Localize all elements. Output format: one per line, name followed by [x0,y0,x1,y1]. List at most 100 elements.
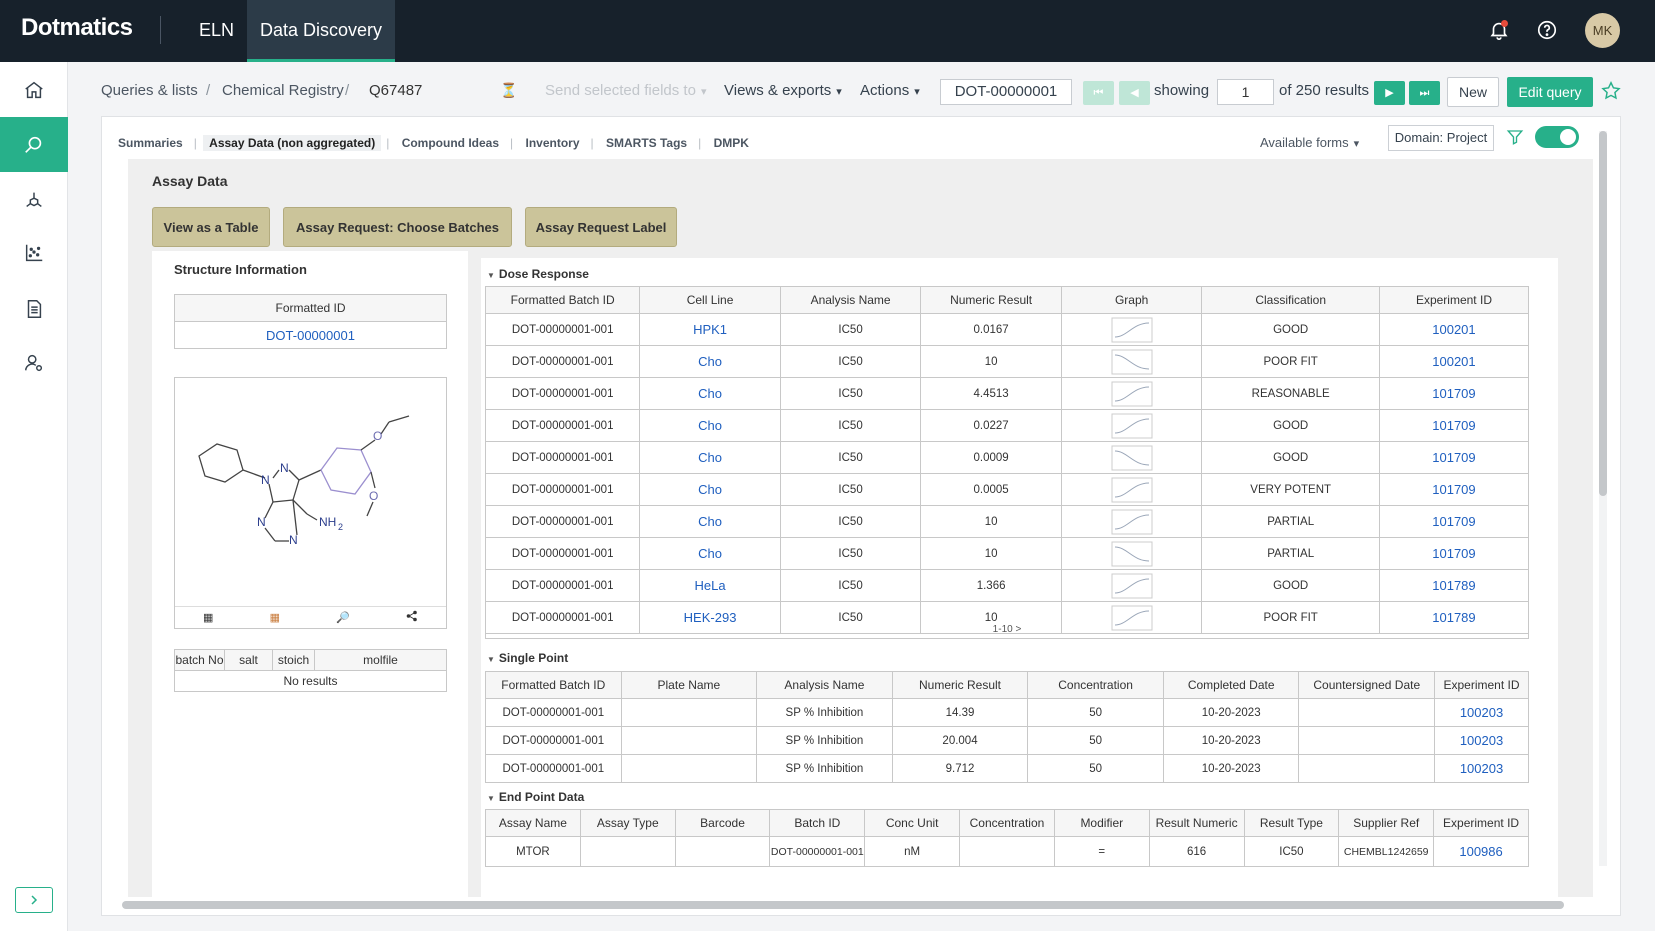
graph-cell[interactable] [1060,569,1203,602]
column-header[interactable]: Result Numeric [1148,809,1245,837]
experiment-id-link[interactable]: 101709 [1378,409,1530,442]
views-exports-menu[interactable]: Views & exports ▾ [724,82,842,99]
dose-response-graph-thumbnail[interactable] [1111,349,1153,375]
last-page-button[interactable]: ⏭ [1409,81,1440,105]
column-header[interactable]: Experiment ID [1434,671,1529,699]
column-header[interactable]: Experiment ID [1433,809,1529,837]
column-header[interactable]: Plate Name [620,671,758,699]
dose-response-section-header[interactable]: ▼ Dose Response [487,267,589,281]
graph-cell[interactable] [1060,409,1203,442]
dose-response-graph-thumbnail[interactable] [1111,477,1153,503]
help-icon[interactable] [1536,19,1558,41]
page-number-input[interactable]: 1 [1217,79,1274,105]
tab-inventory[interactable]: Inventory [525,136,580,150]
next-page-button[interactable]: ▶ [1374,81,1405,105]
dotmatics-logo[interactable]: Dotmatics [21,14,133,41]
tab-smarts-tags[interactable]: SMARTS Tags [605,136,688,150]
share-icon[interactable] [406,610,418,625]
cell-line-link[interactable]: Cho [639,377,781,410]
column-header[interactable]: Conc Unit [864,809,961,837]
tab-summaries[interactable]: Summaries [118,136,183,150]
column-header[interactable]: Concentration [959,809,1055,837]
experiment-id-link[interactable]: 100201 [1378,313,1530,346]
dose-response-graph-thumbnail[interactable] [1111,605,1153,631]
view-as-table-button[interactable]: View as a Table [152,207,270,247]
sidebar-item-document[interactable] [0,281,68,336]
column-header[interactable]: Countersigned Date [1298,671,1436,699]
cell-line-link[interactable]: Cho [639,537,781,570]
assay-request-choose-batches-button[interactable]: Assay Request: Choose Batches [283,207,512,247]
prev-page-button[interactable]: ◀ [1119,81,1150,105]
column-header[interactable]: Result Type [1243,809,1340,837]
column-header[interactable]: Classification [1201,286,1380,314]
star-icon[interactable] [1600,80,1622,107]
column-header[interactable]: Modifier [1053,809,1150,837]
cell-line-link[interactable]: Cho [639,409,781,442]
breadcrumb-chemical-registry[interactable]: Chemical Registry [222,82,344,99]
nav-data-discovery[interactable]: Data Discovery [247,0,396,62]
horizontal-scrollbar[interactable] [122,901,1564,909]
assay-request-label-button[interactable]: Assay Request Label [525,207,677,247]
cell-line-link[interactable]: HeLa [639,569,781,602]
graph-cell[interactable] [1060,441,1203,474]
dose-response-graph-thumbnail[interactable] [1111,509,1153,535]
column-header[interactable]: Concentration [1027,671,1164,699]
expand-sidebar-button[interactable] [15,887,53,913]
cell-line-link[interactable]: Cho [639,345,781,378]
dose-response-graph-thumbnail[interactable] [1111,381,1153,407]
formatted-id-link[interactable]: DOT-00000001 [174,321,447,349]
send-selected-fields-menu[interactable]: Send selected fields to ▾ [545,82,706,99]
column-header[interactable]: Completed Date [1162,671,1300,699]
grid-icon[interactable]: ▦ [269,612,280,624]
column-header[interactable]: Supplier Ref [1338,809,1435,837]
vertical-scrollbar[interactable] [1599,131,1607,496]
dose-response-graph-thumbnail[interactable] [1111,317,1153,343]
first-page-button[interactable]: ⏮ [1083,81,1114,105]
graph-cell[interactable] [1060,505,1203,538]
experiment-id-link[interactable]: 101709 [1378,377,1530,410]
experiment-id-link[interactable]: 100203 [1434,754,1529,783]
column-header[interactable]: Analysis Name [779,286,922,314]
cell-line-link[interactable]: Cho [639,473,781,506]
experiment-id-link[interactable]: 100201 [1378,345,1530,378]
column-header[interactable]: Assay Name [485,809,581,837]
nav-eln[interactable]: ELN [199,20,235,40]
sidebar-item-user-settings[interactable] [0,335,68,390]
avatar[interactable]: MK [1585,13,1620,48]
tab-dmpk[interactable]: DMPK [713,136,749,150]
dose-response-graph-thumbnail[interactable] [1111,541,1153,567]
domain-selector[interactable]: Domain: Project [1388,125,1494,151]
experiment-id-link[interactable]: 101709 [1378,473,1530,506]
cell-line-link[interactable]: HEK-293 [639,601,781,634]
cell-line-link[interactable]: HPK1 [639,313,781,346]
cell-line-link[interactable]: Cho [639,441,781,474]
sidebar-item-scatter-plot[interactable] [0,225,68,280]
magnifier-icon[interactable]: 🔎 [336,612,350,624]
column-header[interactable]: Graph [1060,286,1203,314]
cell-line-link[interactable]: Cho [639,505,781,538]
column-header[interactable]: Analysis Name [756,671,893,699]
single-point-section-header[interactable]: ▼ Single Point [487,651,568,665]
experiment-id-link[interactable]: 100203 [1434,698,1529,727]
experiment-id-link[interactable]: 101709 [1378,441,1530,474]
end-point-section-header[interactable]: ▼ End Point Data [487,790,584,804]
available-forms-menu[interactable]: Available forms ▾ [1260,135,1359,150]
dose-response-graph-thumbnail[interactable] [1111,413,1153,439]
experiment-id-link[interactable]: 100203 [1434,726,1529,755]
edit-query-button[interactable]: Edit query [1507,77,1593,107]
column-header[interactable]: Cell Line [639,286,781,314]
filter-toggle[interactable] [1535,126,1579,148]
column-header[interactable]: Barcode [674,809,771,837]
column-header[interactable]: Formatted Batch ID [484,286,641,314]
sidebar-item-search[interactable] [0,117,68,172]
graph-cell[interactable] [1060,377,1203,410]
graph-cell[interactable] [1060,473,1203,506]
graph-cell[interactable] [1060,537,1203,570]
graph-cell[interactable] [1060,345,1203,378]
current-id-field[interactable]: DOT-00000001 [940,79,1072,105]
experiment-id-link[interactable]: 100986 [1433,836,1529,867]
graph-cell[interactable] [1060,313,1203,346]
column-header[interactable]: Assay Type [579,809,676,837]
experiment-id-link[interactable]: 101709 [1378,537,1530,570]
tab-assay-data[interactable]: Assay Data (non aggregated) [203,135,382,151]
